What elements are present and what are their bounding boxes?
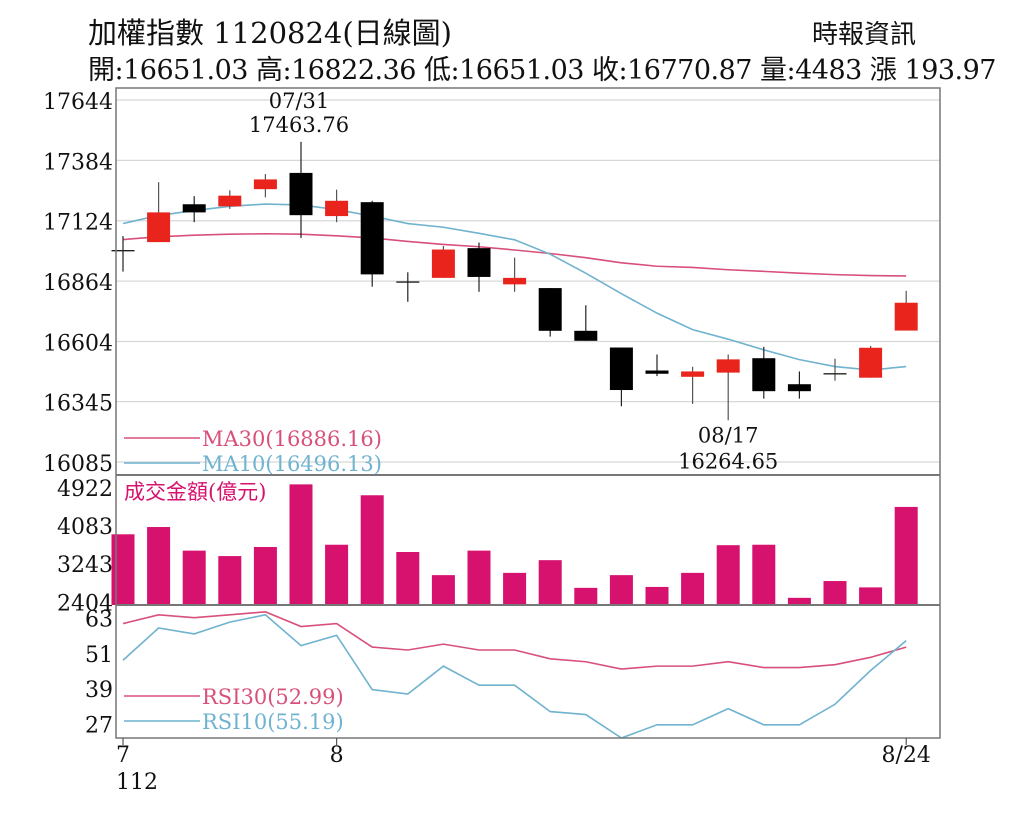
volume-bar bbox=[431, 575, 455, 605]
x-tick-label: 8/24 bbox=[881, 743, 930, 768]
volume-bar bbox=[716, 545, 740, 605]
candle-up bbox=[253, 179, 277, 190]
low-annotation-value: 16264.65 bbox=[678, 449, 778, 473]
candle-up bbox=[716, 359, 740, 373]
price-tick-label: 16864 bbox=[43, 271, 113, 296]
candle-down bbox=[467, 248, 491, 277]
candlestick-layer bbox=[111, 141, 918, 421]
volume-bar bbox=[289, 484, 313, 605]
candle-down bbox=[182, 204, 206, 213]
frame-layer bbox=[115, 87, 941, 745]
rsi-tick-label: 27 bbox=[85, 713, 113, 738]
candle-up bbox=[147, 212, 171, 243]
candle-down bbox=[538, 288, 562, 331]
volume-bar bbox=[823, 581, 847, 605]
volume-bar bbox=[503, 572, 527, 605]
chart-frame bbox=[115, 87, 941, 739]
volume-bar bbox=[396, 551, 420, 605]
rsi-tick-label: 51 bbox=[85, 643, 113, 668]
source-label: 時報資訊 bbox=[812, 20, 917, 50]
candle-down bbox=[752, 358, 776, 392]
price-tick-label: 17124 bbox=[43, 211, 113, 236]
rsi-legend-label: RSI30(52.99) bbox=[202, 685, 344, 709]
candle-down bbox=[645, 370, 669, 374]
volume-bar bbox=[325, 544, 349, 605]
rsi-legend-label: RSI10(55.19) bbox=[202, 710, 344, 734]
candle-up bbox=[503, 277, 527, 285]
label-layer: 17644 17384 17124 16864 16604 16345 16085 07/31… bbox=[43, 89, 931, 795]
price-tick-label: 16085 bbox=[43, 452, 113, 477]
chart-title: 加權指數 1120824(日線圖) bbox=[88, 16, 453, 50]
volume-tick-label: 4083 bbox=[57, 515, 113, 540]
ma-legend-label: MA30(16886.16) bbox=[202, 427, 382, 451]
rsi-layer bbox=[122, 611, 907, 739]
volume-bar bbox=[574, 587, 598, 605]
high-annotation-value: 17463.76 bbox=[249, 113, 349, 137]
x-tick-label: 8 bbox=[330, 743, 344, 768]
volume-bar bbox=[894, 506, 918, 605]
volume-bar bbox=[681, 572, 705, 605]
volume-tick-label: 2404 bbox=[57, 591, 113, 616]
candle-up bbox=[218, 195, 242, 207]
price-tick-label: 17384 bbox=[43, 150, 113, 175]
volume-bar bbox=[787, 597, 811, 605]
rsi-line-rsi10 bbox=[122, 613, 907, 739]
volume-bar bbox=[182, 550, 206, 605]
moving-average-layer bbox=[122, 203, 907, 371]
candle-down bbox=[609, 347, 633, 391]
candle-down bbox=[574, 330, 598, 341]
volume-bar bbox=[467, 550, 491, 605]
volume-bar bbox=[253, 546, 277, 605]
candle-up bbox=[325, 200, 349, 217]
ohlc-summary: 開:16651.03 高:16822.36 低:16651.03 收:16770… bbox=[88, 55, 997, 86]
candle-up bbox=[894, 302, 918, 331]
volume-bar bbox=[752, 544, 776, 605]
ma-legend-label: MA10(16496.13) bbox=[202, 452, 382, 476]
candle-down bbox=[289, 172, 313, 216]
volume-bar bbox=[609, 575, 633, 605]
volume-title: 成交金額(億元) bbox=[124, 480, 266, 504]
x-tick-sublabel: 112 bbox=[116, 770, 158, 795]
candle-up bbox=[681, 371, 705, 377]
low-annotation-date: 08/17 bbox=[698, 423, 759, 447]
high-annotation-date: 07/31 bbox=[269, 89, 330, 113]
grid-layer bbox=[116, 99, 940, 463]
volume-bar bbox=[218, 556, 242, 605]
volume-bar bbox=[538, 560, 562, 605]
volume-bar bbox=[111, 534, 135, 605]
candle-down bbox=[787, 384, 811, 392]
rsi-tick-label: 39 bbox=[85, 678, 113, 703]
ma-line-ma30 bbox=[122, 232, 907, 277]
volume-bar bbox=[645, 586, 669, 605]
price-tick-label: 16345 bbox=[43, 392, 113, 417]
price-tick-label: 16604 bbox=[43, 331, 113, 356]
ma-line-ma10 bbox=[122, 203, 907, 371]
price-tick-label: 17644 bbox=[43, 90, 113, 115]
volume-bar bbox=[147, 527, 171, 605]
x-tick-label: 7 bbox=[116, 743, 130, 768]
volume-bar bbox=[859, 587, 883, 605]
candle-down bbox=[360, 202, 384, 275]
volume-tick-label: 4922 bbox=[57, 477, 113, 502]
candle-up bbox=[431, 249, 455, 278]
candle-up bbox=[859, 347, 883, 378]
volume-bar bbox=[360, 495, 384, 605]
volume-layer bbox=[111, 484, 918, 605]
rsi-line-rsi30 bbox=[122, 611, 907, 670]
rsi-tick-label: 63 bbox=[85, 608, 113, 633]
volume-tick-label: 3243 bbox=[57, 553, 113, 578]
